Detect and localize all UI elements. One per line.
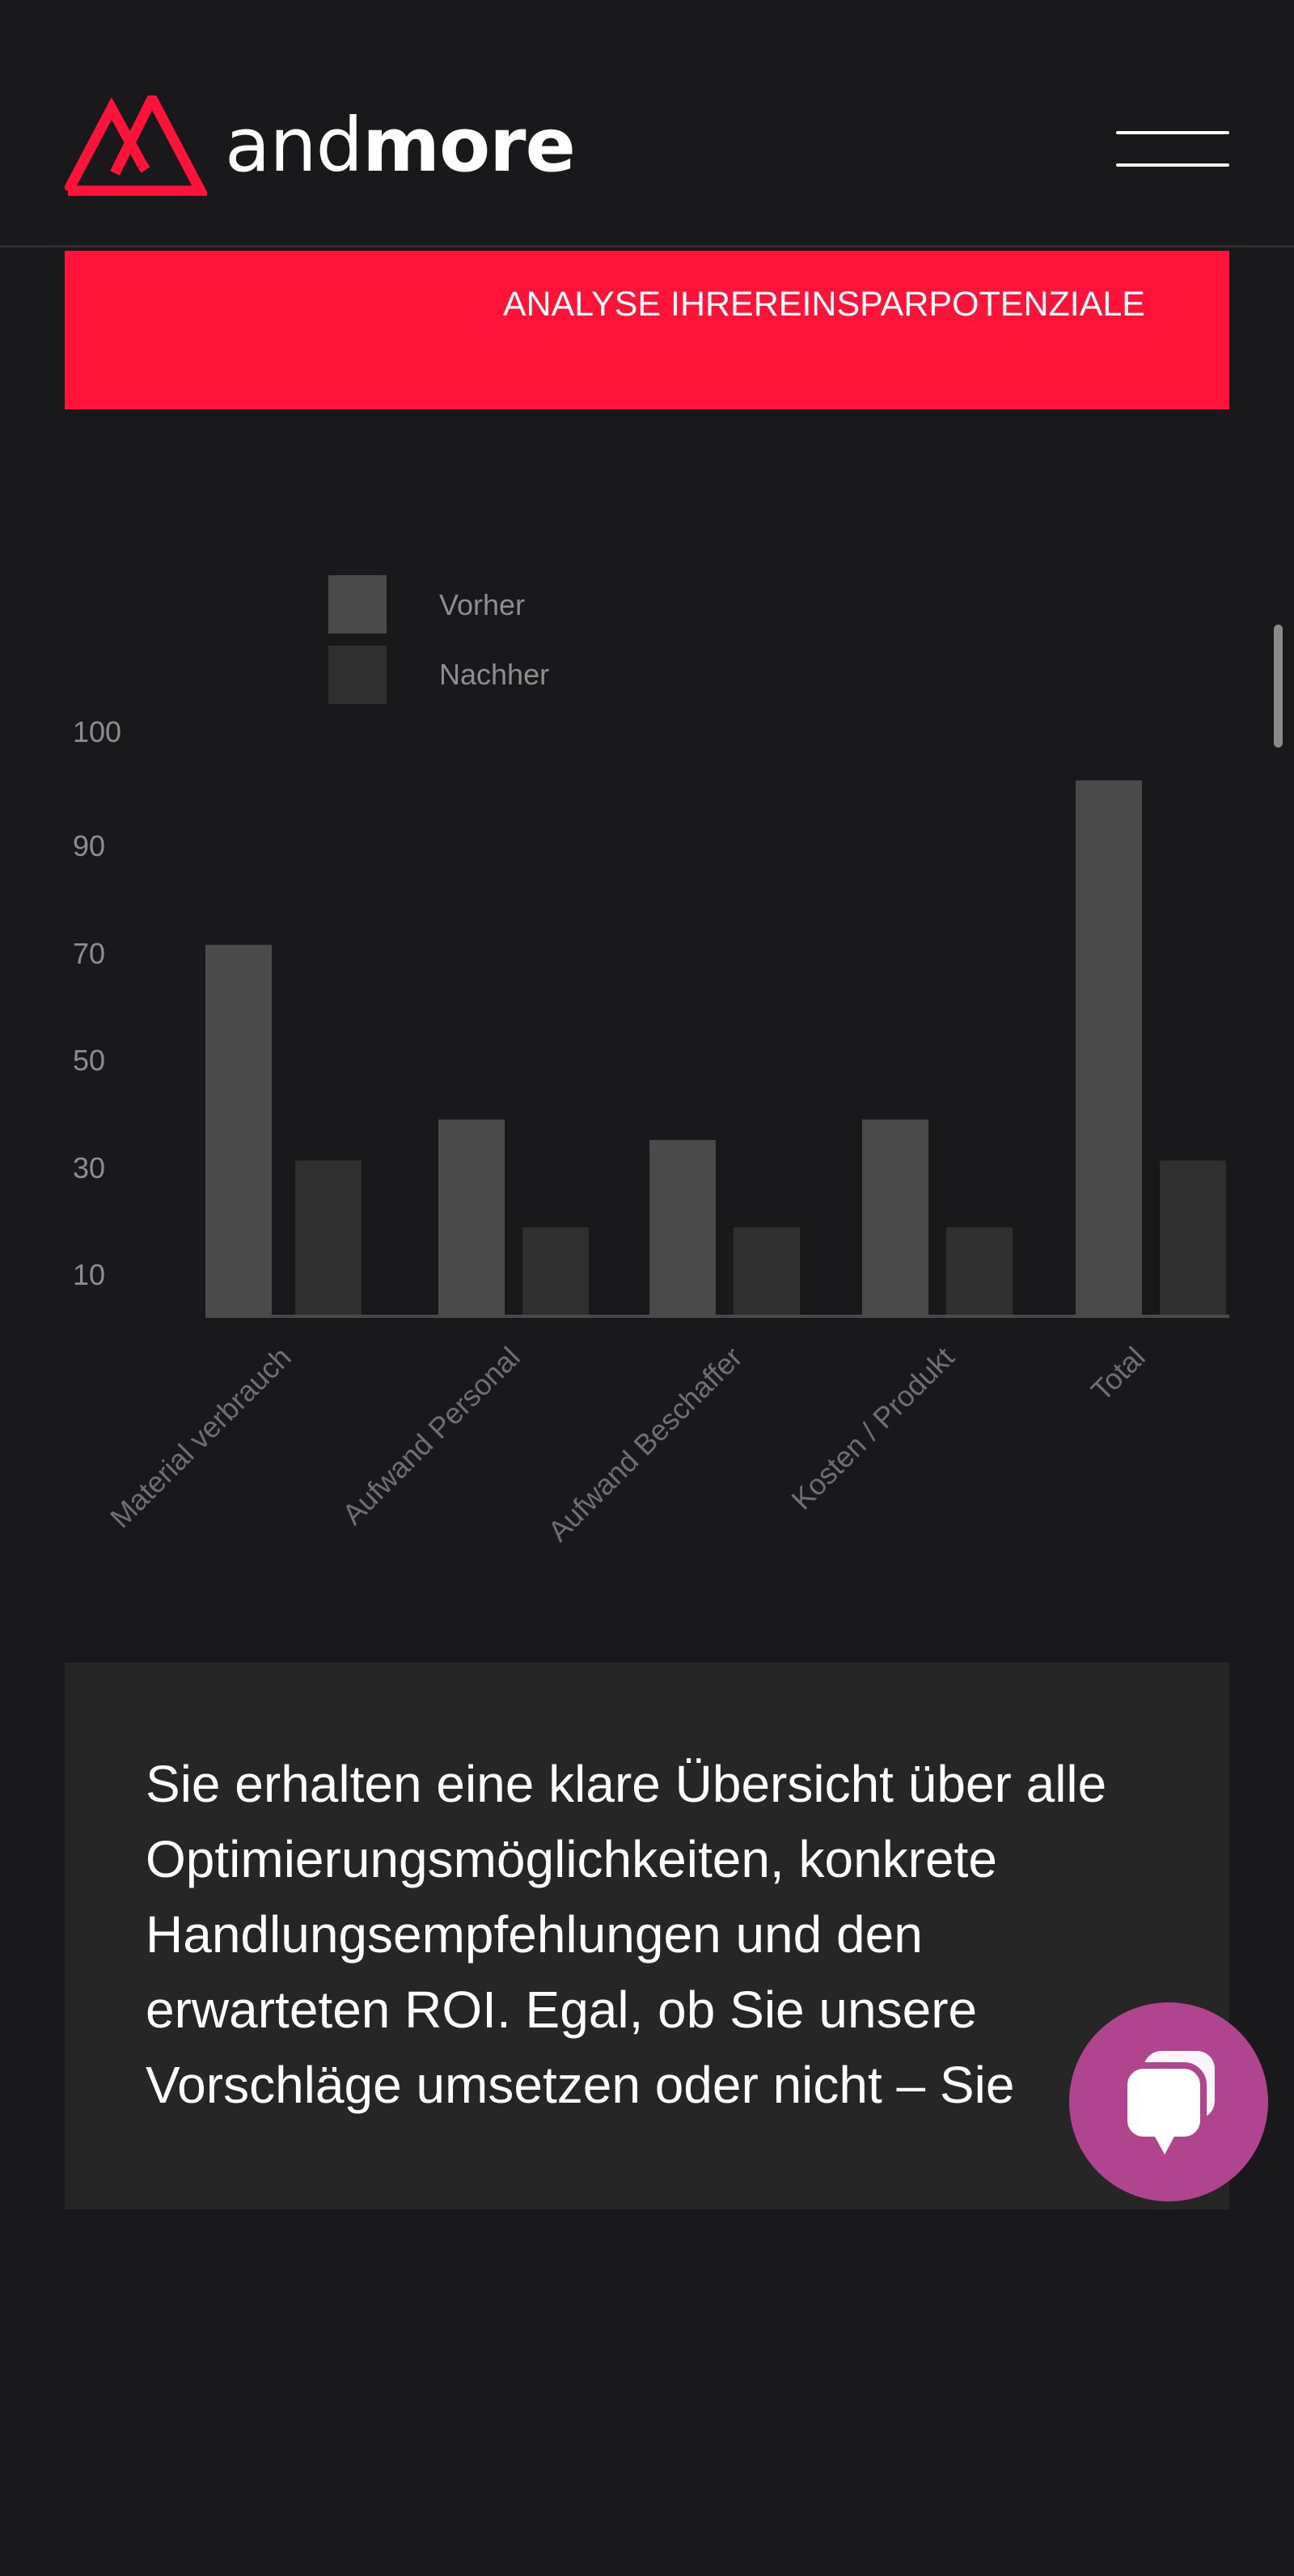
x-category-label: Aufwand Personal — [336, 1341, 526, 1532]
bar-nachher — [946, 1227, 1013, 1315]
menu-line — [1116, 163, 1229, 167]
page-scrollbar[interactable] — [1274, 625, 1283, 748]
bar-vorher — [1076, 780, 1142, 1315]
info-text: Sie erhalten eine klare Übersicht über a… — [146, 1755, 1107, 2114]
legend-label-vorher: Vorher — [439, 588, 525, 621]
bar-vorher — [649, 1140, 716, 1315]
bar-vorher — [205, 944, 272, 1315]
info-card: Sie erhalten eine klare Übersicht über a… — [65, 1663, 1229, 2210]
andmore-logo[interactable]: andmore — [65, 95, 576, 196]
x-category-label: Aufwand Beschaffer — [541, 1341, 748, 1548]
x-category-label: Material verbrauch — [104, 1341, 298, 1535]
legend-swatch-vorher — [328, 575, 387, 633]
hamburger-menu-icon[interactable] — [1116, 128, 1229, 170]
banner-title: ANALYSE IHREREINSPARPOTENZIALE — [502, 285, 1145, 324]
chat-bubbles-icon — [1121, 2051, 1215, 2154]
x-category-label: Kosten / Produkt — [784, 1341, 960, 1516]
chat-button[interactable] — [1069, 2002, 1268, 2201]
bar-vorher — [438, 1119, 505, 1315]
x-category-label: Total — [1085, 1341, 1152, 1408]
bar-vorher — [862, 1119, 928, 1315]
bar-nachher — [1160, 1160, 1226, 1315]
y-tick-label: 100 — [73, 715, 121, 748]
menu-line — [1116, 131, 1229, 134]
legend-swatch-nachher — [328, 646, 387, 704]
y-tick-label: 90 — [73, 829, 105, 862]
bar-nachher — [295, 1160, 362, 1315]
bar-chart-svg: 100 90 70 50 30 10 Vorher Nachher Material verbr… — [73, 575, 1229, 1548]
mountain-logo-icon — [65, 95, 207, 196]
savings-chart: 100 90 70 50 30 10 Vorher Nachher Material verbr… — [0, 518, 1294, 1602]
y-tick-label: 70 — [73, 937, 105, 970]
y-tick-label: 10 — [73, 1258, 105, 1291]
y-tick-label: 30 — [73, 1151, 105, 1184]
bar-nachher — [522, 1227, 589, 1315]
bar-nachher — [734, 1227, 800, 1315]
brand-text-light: and — [225, 102, 363, 189]
legend-label-nachher: Nachher — [439, 658, 549, 691]
brand-wordmark: andmore — [225, 108, 576, 183]
brand-text-bold: more — [362, 102, 576, 189]
site-header: andmore — [0, 0, 1294, 248]
y-tick-label: 50 — [73, 1044, 105, 1077]
savings-banner: ANALYSE IHREREINSPARPOTENZIALE — [65, 251, 1229, 409]
